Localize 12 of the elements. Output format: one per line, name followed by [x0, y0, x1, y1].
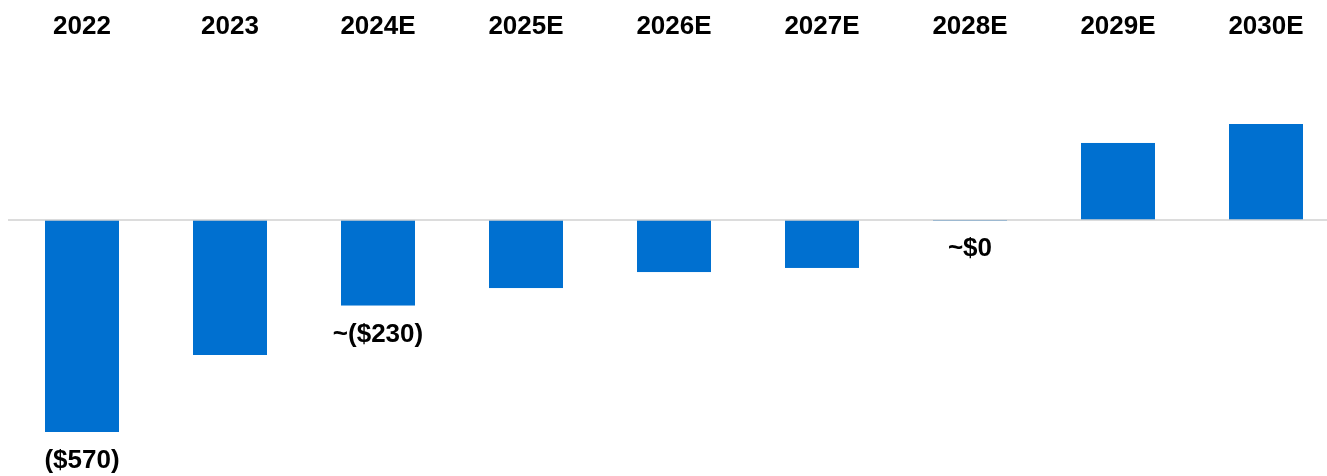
x-tick-label: 2023: [201, 10, 259, 40]
x-tick-label: 2025E: [488, 10, 564, 40]
x-tick-label: 2022: [53, 10, 111, 40]
data-label: ~$0: [947, 231, 993, 262]
x-tick-label: 2026E: [636, 10, 712, 40]
data-label: ($570): [44, 444, 120, 474]
x-tick-label: 2027E: [784, 10, 860, 40]
x-tick-label: 2030E: [1228, 10, 1304, 40]
x-tick-label: 2029E: [1080, 10, 1156, 40]
x-tick-label: 2028E: [932, 10, 1008, 40]
x-tick-label: 2024E: [340, 10, 416, 40]
data-label: ~($230): [332, 317, 424, 348]
